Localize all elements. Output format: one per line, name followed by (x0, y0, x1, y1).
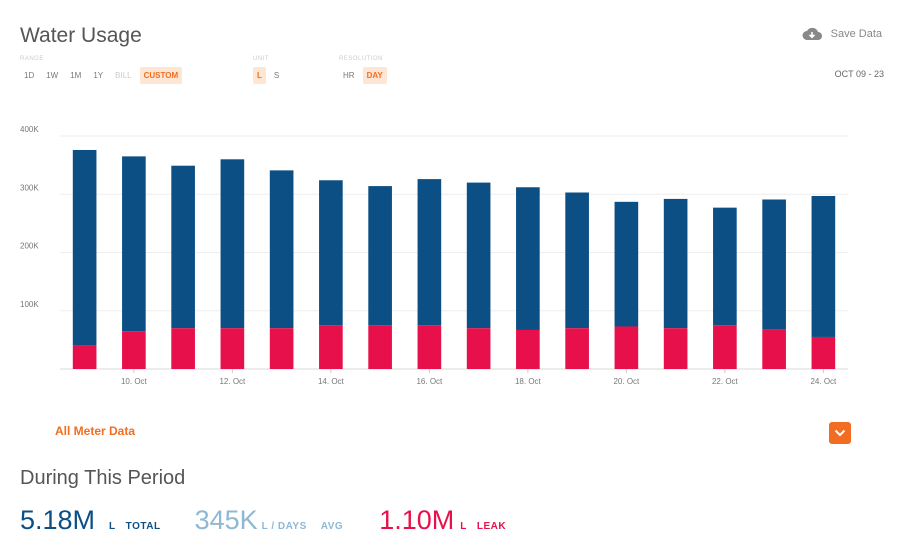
bar-usage (516, 187, 540, 330)
leak-label: LEAK (476, 521, 507, 532)
bar-leak (811, 336, 836, 369)
resolution-option-day[interactable]: DAY (362, 67, 387, 84)
bar-leak (368, 325, 392, 369)
bar-leak (220, 328, 245, 369)
bar-usage (713, 207, 737, 326)
x-tick-label: 12. Oct (219, 377, 246, 386)
range-option-1y[interactable]: 1Y (93, 71, 104, 80)
bar-leak (516, 329, 540, 369)
unit-option-l[interactable]: L (253, 67, 266, 84)
total-label: TOTAL (125, 521, 161, 532)
range-option-1d[interactable]: 1D (24, 71, 35, 80)
page-title: Water Usage (20, 24, 142, 47)
resolution-option-hr[interactable]: HR (343, 71, 355, 80)
range-option-1w[interactable]: 1W (46, 71, 59, 80)
bar-leak (565, 328, 589, 369)
period-title: During This Period (20, 467, 186, 489)
bar-usage (220, 159, 245, 329)
unit-group-label: UNIT (253, 56, 269, 62)
y-tick-label: 100K (20, 300, 39, 309)
bar-leak (663, 328, 688, 369)
unit-option-s[interactable]: S (273, 71, 280, 80)
bar-usage (565, 192, 589, 329)
bar-usage (171, 165, 195, 329)
bar-leak (269, 328, 294, 369)
bar-usage (663, 198, 688, 329)
bar-leak (417, 325, 442, 369)
bar-leak (614, 326, 639, 369)
avg-label: AVG (320, 521, 344, 532)
range-group: RANGE 1D 1W 1M 1Y BILL CUSTOM (20, 56, 183, 84)
x-tick-label: 10. Oct (121, 377, 148, 386)
period-stats: 5.18M L TOTAL 345K L / DAYS AVG 1.10M L … (20, 505, 506, 535)
bar-usage (762, 199, 786, 330)
water-usage-chart: 100K 200K 300K 400K 10. Oct 12. Oct 14. Oct 16.… (20, 125, 848, 386)
bar-usage (269, 170, 294, 329)
bar-leak (713, 325, 737, 369)
avg-unit: L / DAYS (261, 521, 307, 532)
bar-usage (811, 195, 836, 337)
range-option-1m[interactable]: 1M (70, 71, 82, 80)
x-tick-label: 22. Oct (712, 377, 739, 386)
bar-leak (122, 331, 146, 369)
bar-usage (466, 182, 491, 329)
leak-value: 1.10M (379, 505, 455, 535)
bar-usage (319, 180, 343, 326)
avg-value: 345K (194, 505, 258, 535)
total-unit: L (109, 521, 116, 532)
date-range: OCT 09 - 23 (834, 69, 884, 79)
y-tick-label: 300K (20, 183, 39, 192)
y-tick-label: 400K (20, 125, 39, 134)
range-option-custom[interactable]: CUSTOM (139, 67, 183, 84)
leak-unit: L (460, 521, 467, 532)
x-tick-label: 14. Oct (318, 377, 345, 386)
unit-group: UNIT L S (253, 56, 283, 84)
x-tick-label: 24. Oct (810, 377, 837, 386)
bar-usage (614, 201, 639, 327)
save-data-button[interactable]: Save Data (801, 26, 882, 41)
bar-leak (466, 328, 491, 369)
x-tick-label: 20. Oct (613, 377, 640, 386)
y-tick-label: 200K (20, 242, 39, 251)
bar-usage (417, 179, 442, 326)
x-tick-label: 18. Oct (515, 377, 542, 386)
range-group-label: RANGE (20, 56, 44, 62)
range-option-bill[interactable]: BILL (115, 71, 132, 80)
bar-usage (122, 156, 146, 332)
bar-usage (72, 149, 97, 346)
bar-leak (762, 329, 786, 369)
bar-leak (171, 328, 195, 369)
save-data-label: Save Data (830, 27, 882, 40)
x-tick-label: 16. Oct (416, 377, 443, 386)
bar-leak (319, 325, 343, 369)
cloud-download-icon (802, 27, 822, 40)
total-value: 5.18M (20, 505, 96, 535)
bar-usage (368, 186, 392, 326)
resolution-group-label: RESOLUTION (339, 56, 384, 62)
resolution-group: RESOLUTION HR DAY (339, 56, 387, 84)
meter-dropdown-button[interactable] (829, 422, 851, 444)
chevron-down-icon (834, 429, 846, 437)
bar-leak (72, 345, 97, 369)
all-meter-data-label[interactable]: All Meter Data (55, 424, 136, 438)
